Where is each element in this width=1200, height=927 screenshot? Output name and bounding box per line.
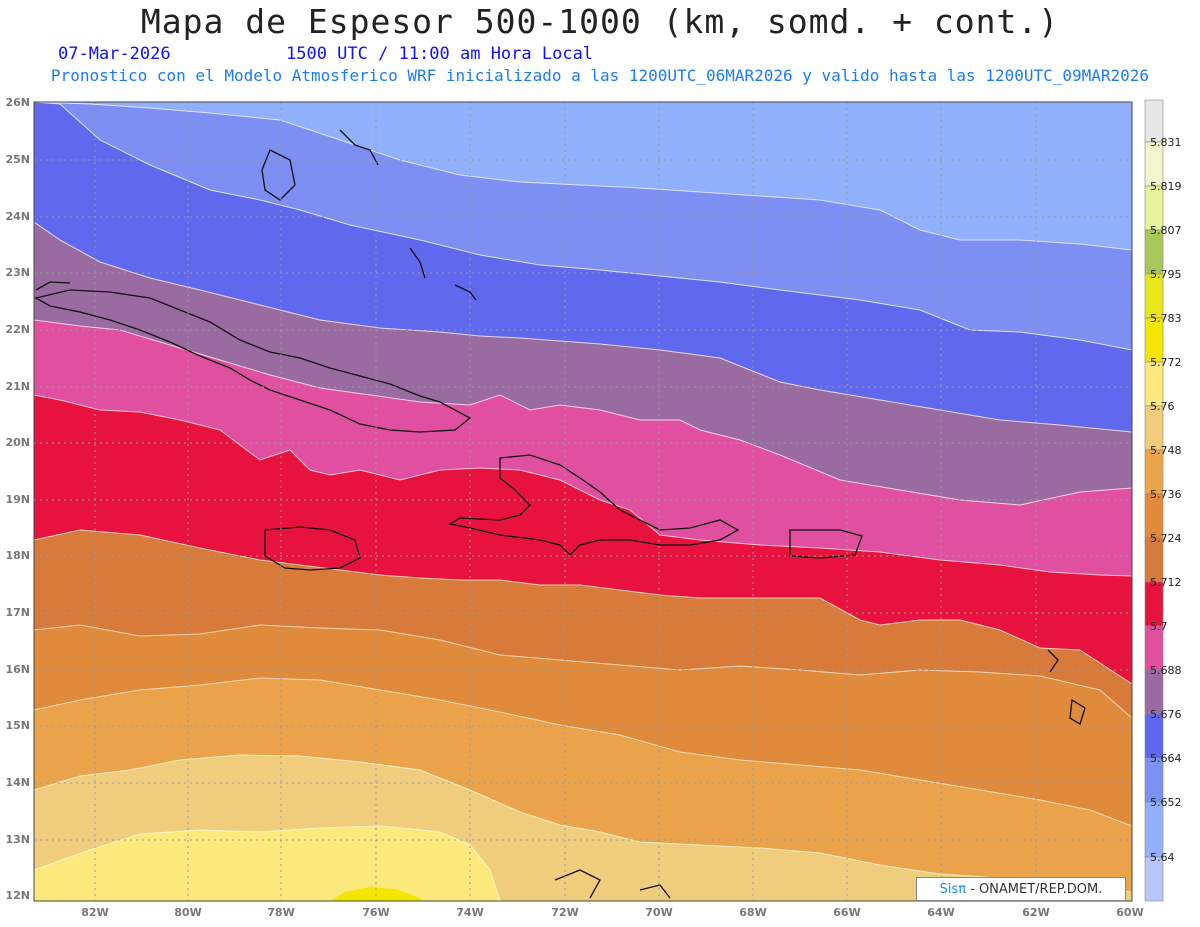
lat-label: 23N: [5, 266, 30, 279]
lat-label: 13N: [5, 833, 30, 846]
band-5760: [34, 825, 501, 901]
lat-label: 14N: [5, 776, 30, 789]
lat-label: 21N: [5, 380, 30, 393]
lat-label: 25N: [5, 153, 30, 166]
credit-text: - ONAMET/REP.DOM.: [970, 881, 1103, 897]
colorbar-label: 5.736: [1150, 488, 1182, 501]
colorbar-label: 5.748: [1150, 444, 1182, 457]
lon-label: 70W: [645, 906, 673, 919]
colorbar-label: 5.795: [1150, 268, 1182, 281]
credit-brand: Sisπ: [939, 881, 967, 897]
lon-label: 60W: [1116, 906, 1144, 919]
lat-label: 24N: [5, 210, 30, 223]
colorbar-label: 5.7: [1150, 620, 1168, 633]
colorbar-label: 5.652: [1150, 796, 1182, 809]
lon-label: 62W: [1022, 906, 1050, 919]
lat-label: 22N: [5, 323, 30, 336]
lon-label: 78W: [267, 906, 295, 919]
colorbar-label: 5.819: [1150, 180, 1182, 193]
colorbar-label: 5.807: [1150, 224, 1182, 237]
colorbar-label: 5.76: [1150, 400, 1175, 413]
colorbar-label: 5.64: [1150, 851, 1175, 864]
map-frame: [33, 101, 1133, 902]
forecast-subtitle: Pronostico con el Modelo Atmosferico WRF…: [50, 66, 1150, 85]
colorbar: [1144, 99, 1164, 902]
lon-label: 74W: [456, 906, 484, 919]
grid-lines: [34, 102, 1132, 901]
lat-label: 17N: [5, 606, 30, 619]
band-5772: [330, 887, 425, 901]
lon-label: 76W: [362, 906, 390, 919]
colorbar-label: 5.664: [1150, 752, 1182, 765]
credit-badge: Sisπ - ONAMET/REP.DOM.: [916, 877, 1126, 901]
lon-label: 64W: [927, 906, 955, 919]
lat-label: 19N: [5, 493, 30, 506]
colorbar-label: 5.712: [1150, 576, 1182, 589]
colorbar-label: 5.676: [1150, 708, 1182, 721]
map-title: Mapa de Espesor 500-1000 (km, somd. + co…: [140, 2, 1060, 41]
colorbar-label: 5.724: [1150, 532, 1182, 545]
colorbar-label: 5.772: [1150, 356, 1182, 369]
forecast-time: 1500 UTC / 11:00 am Hora Local: [286, 44, 594, 64]
lon-label: 80W: [174, 906, 202, 919]
lat-label: 18N: [5, 549, 30, 562]
lat-label: 12N: [5, 889, 30, 902]
colorbar-label: 5.783: [1150, 312, 1182, 325]
lat-label: 20N: [5, 436, 30, 449]
forecast-date: 07-Mar-2026: [58, 44, 171, 64]
lon-label: 68W: [739, 906, 767, 919]
lon-label: 82W: [81, 906, 109, 919]
colorbar-label: 5.688: [1150, 664, 1182, 677]
lat-label: 26N: [5, 96, 30, 109]
lon-label: 66W: [833, 906, 861, 919]
colorbar-label: 5.831: [1150, 136, 1182, 149]
lat-label: 15N: [5, 719, 30, 732]
lon-label: 72W: [551, 906, 579, 919]
contour-fills: [34, 102, 1132, 901]
lat-label: 16N: [5, 663, 30, 676]
coastlines: [34, 129, 1086, 899]
